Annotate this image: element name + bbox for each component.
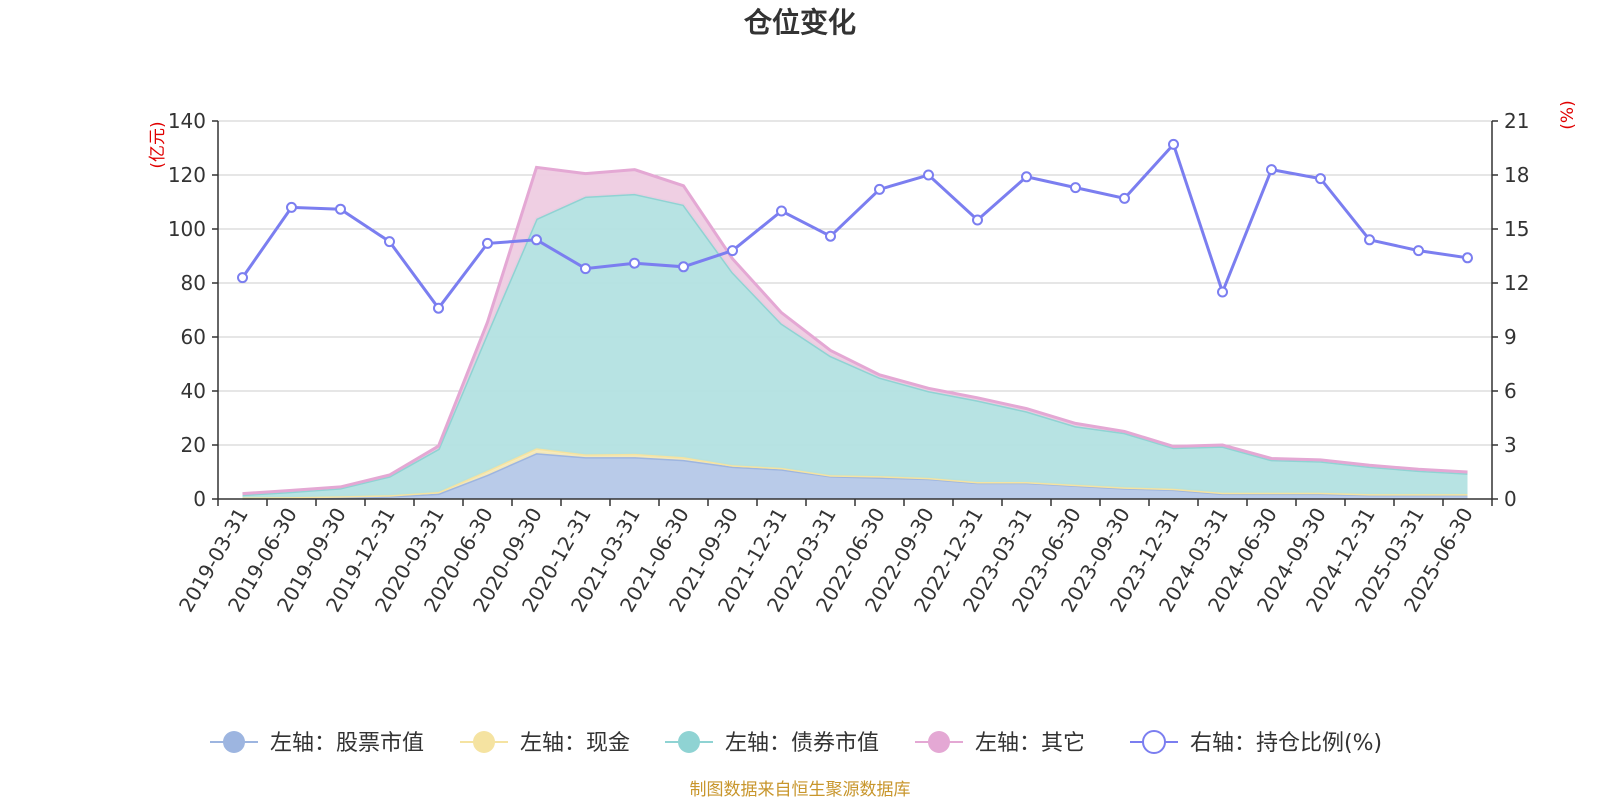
left-axis-label: 60 [181, 325, 206, 349]
right-axis-label: 18 [1504, 163, 1529, 187]
ratio-point [923, 169, 934, 181]
ratio-line-path [241, 141, 1468, 311]
ratio-point [482, 237, 493, 249]
legend-item: 右轴：持仓比例(%) [1130, 730, 1382, 756]
ratio-point [237, 272, 248, 284]
ratio-point [335, 203, 346, 215]
right-axis-label: 15 [1504, 217, 1529, 241]
area-series-line-4 [242, 165, 1468, 496]
legend-label: 右轴：持仓比例(%) [1190, 731, 1382, 756]
ratio-point [776, 205, 787, 217]
ratio-point [531, 234, 542, 246]
legend-marker [928, 731, 950, 753]
ratio-point [825, 230, 836, 242]
legend-label: 左轴：股票市值 [270, 731, 424, 756]
ratio-point [1021, 171, 1032, 183]
left-axis-label: 20 [181, 433, 206, 457]
legend-item: 左轴：现金 [460, 731, 630, 756]
footer-source: 制图数据来自恒生聚源数据库 [690, 780, 911, 800]
right-axis-label: 3 [1504, 433, 1517, 457]
ratio-point [1266, 164, 1277, 176]
legend-label: 左轴：债券市值 [725, 731, 879, 756]
legend-marker [678, 731, 700, 753]
ratio-point [629, 257, 640, 269]
legend-marker [1142, 730, 1166, 754]
ratio-point [580, 263, 591, 275]
area-series-3 [242, 193, 1468, 498]
ratio-point [1364, 234, 1375, 246]
ratio-point [727, 245, 738, 257]
right-axis-label: 9 [1504, 325, 1517, 349]
legend-item: 左轴：债券市值 [665, 731, 879, 756]
right-axis-unit: (%) [1558, 100, 1578, 129]
right-axis-label: 12 [1504, 271, 1529, 295]
left-axis-label: 100 [168, 217, 206, 241]
ratio-point [1070, 182, 1081, 194]
legend-item: 左轴：股票市值 [210, 731, 424, 756]
ratio-point [1217, 286, 1228, 298]
left-axis-unit: (亿元) [148, 121, 168, 168]
area-series-4 [242, 167, 1468, 495]
left-axis-label: 140 [168, 109, 206, 133]
stacked-areas [242, 165, 1468, 500]
legend-label: 左轴：现金 [520, 731, 630, 756]
right-axis-label: 6 [1504, 379, 1517, 403]
ratio-point [384, 236, 395, 248]
ratio-point [433, 302, 444, 314]
ratio-point [678, 261, 689, 273]
legend: 左轴：股票市值 左轴：现金 左轴：债券市值 左轴：其它 右轴：持仓比例(%) [210, 730, 1382, 756]
left-axis-label: 120 [168, 163, 206, 187]
legend-marker [473, 731, 495, 753]
ratio-point [1315, 173, 1326, 185]
legend-marker [223, 731, 245, 753]
ratio-point [1462, 252, 1473, 264]
left-axis-label: 80 [181, 271, 206, 295]
legend-label: 左轴：其它 [975, 731, 1085, 756]
right-axis-label: 21 [1504, 109, 1529, 133]
ratio-point [874, 183, 885, 195]
ratio-point [1119, 192, 1130, 204]
ratio-point [1413, 245, 1424, 257]
area-series-2 [242, 448, 1468, 499]
chart-title: 仓位变化 [744, 6, 856, 39]
left-axis-label: 0 [193, 487, 206, 511]
ratio-point [286, 201, 297, 213]
ratio-line [237, 138, 1473, 314]
right-axis-label: 0 [1504, 487, 1517, 511]
ratio-point [1168, 138, 1179, 150]
legend-item: 左轴：其它 [915, 731, 1085, 756]
left-axis-label: 40 [181, 379, 206, 403]
ratio-point [972, 214, 983, 226]
area-series-1 [242, 453, 1468, 499]
